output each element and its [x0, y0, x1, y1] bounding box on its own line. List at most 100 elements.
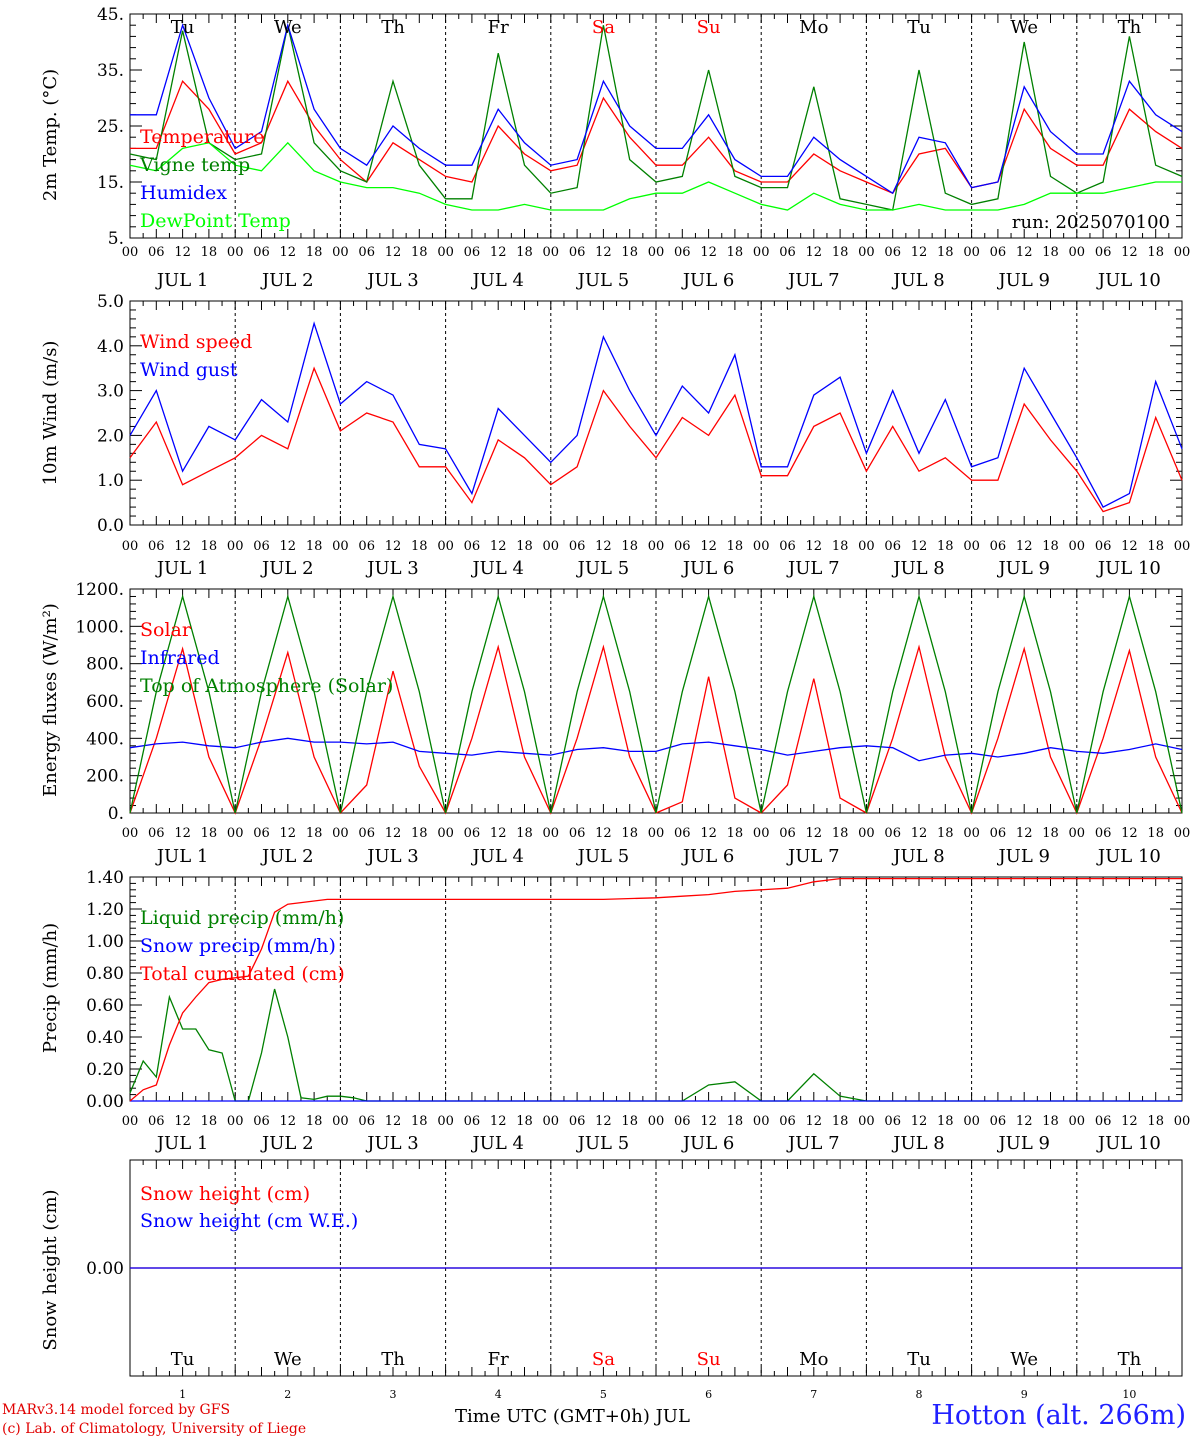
- hour-label: 18: [832, 1114, 849, 1129]
- y-tick-label: 1.0: [97, 471, 124, 491]
- y-tick-label: 1.20: [86, 900, 124, 920]
- hour-label: 12: [911, 826, 928, 841]
- hour-label: 18: [1042, 1114, 1059, 1129]
- y-tick-label: 0.00: [86, 1259, 124, 1279]
- date-label: JUL 7: [786, 558, 840, 579]
- date-label: JUL 2: [260, 1133, 314, 1154]
- hour-label: 06: [674, 539, 691, 554]
- hour-label: 00: [858, 245, 875, 260]
- hour-label: 00: [543, 826, 560, 841]
- hour-label: 00: [437, 826, 454, 841]
- y-tick-label: 0.00: [86, 1092, 124, 1112]
- y-tick-label: 1.00: [86, 932, 124, 952]
- hour-label: 00: [1174, 1114, 1191, 1129]
- legend-entry: Vigne temp: [139, 154, 250, 176]
- hour-label: 00: [437, 245, 454, 260]
- hour-label: 06: [779, 1114, 796, 1129]
- day-name-label: Fr: [488, 17, 509, 38]
- hour-label: 06: [884, 245, 901, 260]
- day-number-label: 8: [916, 1388, 923, 1401]
- series-line-3: [130, 22, 1183, 195]
- hour-label: 18: [201, 245, 218, 260]
- hour-label: 12: [1016, 1114, 1033, 1129]
- date-label: JUL 4: [470, 270, 524, 291]
- date-label: JUL 3: [365, 558, 419, 579]
- date-label: JUL 8: [891, 558, 945, 579]
- y-tick-label: 0.: [108, 804, 124, 824]
- date-label: JUL 9: [996, 558, 1050, 579]
- hour-label: 12: [490, 539, 507, 554]
- hour-label: 18: [727, 539, 744, 554]
- legend-entry: Wind speed: [140, 331, 252, 353]
- legend-entry: Liquid precip (mm/h): [140, 907, 344, 929]
- hour-label: 06: [674, 1114, 691, 1129]
- day-number-label: 10: [1122, 1388, 1136, 1401]
- hour-label: 00: [1069, 1114, 1086, 1129]
- y-tick-label: 1.40: [86, 868, 124, 888]
- y-tick-label: 15.: [97, 173, 124, 193]
- date-label: JUL 9: [996, 270, 1050, 291]
- hour-label: 06: [148, 539, 165, 554]
- hour-label: 12: [1121, 539, 1138, 554]
- day-name-label: Fr: [488, 1349, 509, 1370]
- hour-label: 18: [621, 826, 638, 841]
- legend-entry: Wind gust: [140, 359, 238, 381]
- hour-label: 00: [1174, 539, 1191, 554]
- hour-label: 06: [569, 245, 586, 260]
- hour-label: 18: [516, 245, 533, 260]
- station-name: Hotton (alt. 266m): [931, 1400, 1186, 1431]
- hour-label: 00: [858, 826, 875, 841]
- hour-label: 12: [1121, 1114, 1138, 1129]
- hour-label: 12: [1016, 245, 1033, 260]
- date-label: JUL 1: [155, 270, 209, 291]
- hour-label: 00: [1069, 826, 1086, 841]
- day-name-label: Tu: [171, 1349, 195, 1370]
- hour-label: 06: [253, 1114, 270, 1129]
- y-tick-label: 1000.: [75, 617, 124, 637]
- hour-label: 12: [385, 826, 402, 841]
- chart-panel-5: [129, 1159, 1183, 1377]
- hour-label: 06: [253, 539, 270, 554]
- hour-label: 00: [227, 245, 244, 260]
- hour-label: 06: [148, 245, 165, 260]
- hour-label: 06: [779, 245, 796, 260]
- hour-label: 18: [306, 539, 323, 554]
- y-tick-label: 3.0: [97, 382, 124, 402]
- hour-label: 18: [516, 826, 533, 841]
- legend-entry: Solar: [140, 619, 192, 641]
- panel-frame: [129, 300, 1183, 526]
- hour-label: 06: [990, 245, 1007, 260]
- hour-label: 06: [569, 539, 586, 554]
- hour-label: 06: [464, 539, 481, 554]
- date-label: JUL 3: [365, 270, 419, 291]
- hour-label: 12: [385, 245, 402, 260]
- day-name-label: Sa: [592, 1349, 615, 1370]
- hour-label: 12: [280, 245, 297, 260]
- hour-label: 00: [753, 1114, 770, 1129]
- hour-label: 00: [963, 539, 980, 554]
- hour-label: 06: [148, 826, 165, 841]
- hour-label: 00: [543, 1114, 560, 1129]
- hour-label: 12: [1016, 826, 1033, 841]
- day-name-label: Th: [381, 1349, 405, 1370]
- chart-panel-2: [129, 300, 1183, 526]
- hour-label: 00: [437, 1114, 454, 1129]
- y-tick-label: 25.: [97, 117, 124, 137]
- y-tick-label: 35.: [97, 61, 124, 81]
- hour-label: 00: [122, 826, 139, 841]
- hour-label: 06: [569, 826, 586, 841]
- series-line-1: [129, 366, 1183, 513]
- day-name-label: We: [1010, 1349, 1038, 1370]
- series-line-2: [129, 321, 1183, 508]
- hour-label: 18: [1147, 245, 1164, 260]
- hour-label: 12: [595, 539, 612, 554]
- hour-label: 00: [332, 245, 349, 260]
- hour-label: 12: [174, 826, 191, 841]
- hour-label: 00: [1069, 539, 1086, 554]
- run-annotation: run: 2025070100: [1012, 212, 1170, 233]
- date-label: JUL 5: [576, 846, 630, 867]
- hour-label: 12: [174, 1114, 191, 1129]
- hour-label: 00: [437, 539, 454, 554]
- chart-panel-1: [129, 13, 1183, 239]
